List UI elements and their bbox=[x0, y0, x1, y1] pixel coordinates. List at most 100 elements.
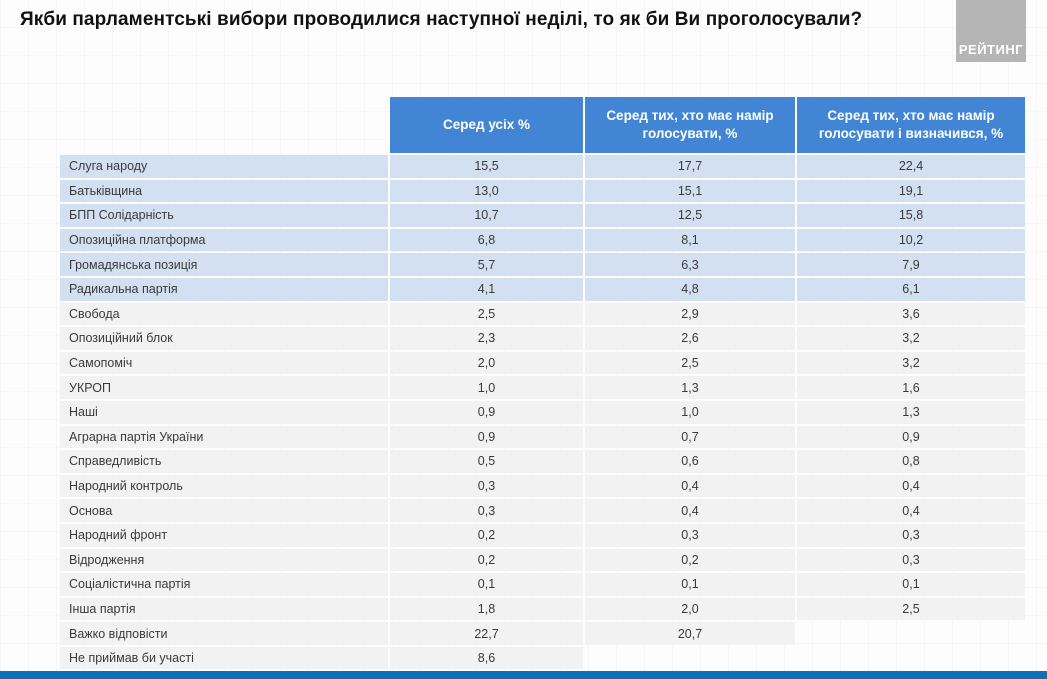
party-name-cell: Інша партія bbox=[60, 597, 388, 621]
value-cell-among-all: 0,2 bbox=[390, 523, 583, 547]
value-cell-intend-to-vote: 4,8 bbox=[585, 277, 795, 301]
value-cell-intend-and-decided: 0,9 bbox=[797, 425, 1025, 449]
value-cell-among-all: 15,5 bbox=[390, 155, 583, 178]
value-cell-intend-and-decided: 3,6 bbox=[797, 302, 1025, 326]
rating-logo: РЕЙТИНГ bbox=[956, 0, 1026, 62]
value-cell-among-all: 0,5 bbox=[390, 450, 583, 473]
table-row: Народний контроль 0,3 0,4 0,4 bbox=[60, 474, 1025, 498]
party-name-cell: Опозиційна платформа bbox=[60, 228, 388, 252]
table-row: Важко відповісти 22,7 20,7 bbox=[60, 622, 1025, 645]
value-cell-intend-to-vote: 8,1 bbox=[585, 228, 795, 252]
value-cell-intend-and-decided: 1,6 bbox=[797, 376, 1025, 399]
value-cell-among-all: 1,8 bbox=[390, 597, 583, 621]
value-cell-among-all: 4,1 bbox=[390, 277, 583, 301]
value-cell-intend-to-vote: 20,7 bbox=[585, 622, 795, 645]
value-cell-among-all: 8,6 bbox=[390, 646, 583, 670]
table-row: Не приймав би участі 8,6 bbox=[60, 646, 1025, 670]
party-name-cell: Справедливість bbox=[60, 450, 388, 473]
party-name-cell: Опозиційний блок bbox=[60, 327, 388, 350]
value-cell-intend-and-decided: 7,9 bbox=[797, 253, 1025, 276]
value-cell-intend-to-vote: 0,1 bbox=[585, 573, 795, 596]
table-row: Соціалістична партія 0,1 0,1 0,1 bbox=[60, 573, 1025, 596]
value-cell-intend-and-decided: 22,4 bbox=[797, 155, 1025, 178]
value-cell-among-all: 0,9 bbox=[390, 425, 583, 449]
value-cell-intend-and-decided: 1,3 bbox=[797, 400, 1025, 424]
value-cell-among-all: 0,9 bbox=[390, 400, 583, 424]
value-cell-intend-to-vote: 15,1 bbox=[585, 179, 795, 203]
value-cell-intend-and-decided: 15,8 bbox=[797, 204, 1025, 227]
value-cell-intend-and-decided: 0,3 bbox=[797, 523, 1025, 547]
value-cell-among-all: 1,0 bbox=[390, 376, 583, 399]
value-cell-intend-to-vote: 2,0 bbox=[585, 597, 795, 621]
header-cell-among-all: Серед усіх % bbox=[390, 97, 583, 153]
poll-results-table: Серед усіх % Серед тих, хто має намір го… bbox=[60, 97, 1025, 671]
table-row: Відродження 0,2 0,2 0,3 bbox=[60, 548, 1025, 572]
party-name-cell: Важко відповісти bbox=[60, 622, 388, 645]
value-cell-intend-and-decided: 0,3 bbox=[797, 548, 1025, 572]
header-cell-party-blank bbox=[60, 97, 388, 153]
table-row: Наші 0,9 1,0 1,3 bbox=[60, 400, 1025, 424]
party-name-cell: Батьківщина bbox=[60, 179, 388, 203]
table-body: Слуга народу 15,5 17,7 22,4 Батьківщина 13,0 1… bbox=[60, 155, 1025, 670]
table-row: Справедливість 0,5 0,6 0,8 bbox=[60, 450, 1025, 473]
value-cell-intend-and-decided: 0,4 bbox=[797, 474, 1025, 498]
value-cell-intend-to-vote: 6,3 bbox=[585, 253, 795, 276]
value-cell-among-all: 0,1 bbox=[390, 573, 583, 596]
table-row: Опозиційний блок 2,3 2,6 3,2 bbox=[60, 327, 1025, 350]
value-cell-intend-and-decided: 2,5 bbox=[797, 597, 1025, 621]
value-cell-intend-to-vote: 1,0 bbox=[585, 400, 795, 424]
value-cell-intend-to-vote: 1,3 bbox=[585, 376, 795, 399]
value-cell-intend-to-vote: 2,5 bbox=[585, 351, 795, 375]
value-cell-intend-to-vote: 0,2 bbox=[585, 548, 795, 572]
value-cell-intend-and-decided: 10,2 bbox=[797, 228, 1025, 252]
value-cell-among-all: 2,3 bbox=[390, 327, 583, 350]
value-cell-intend-and-decided: 3,2 bbox=[797, 351, 1025, 375]
page-title: Якби парламентські вибори проводилися на… bbox=[20, 9, 863, 30]
value-cell-intend-and-decided: 3,2 bbox=[797, 327, 1025, 350]
table-row: Аграрна партія України 0,9 0,7 0,9 bbox=[60, 425, 1025, 449]
value-cell-intend-and-decided bbox=[797, 622, 1025, 645]
value-cell-intend-to-vote: 0,3 bbox=[585, 523, 795, 547]
table-row: Батьківщина 13,0 15,1 19,1 bbox=[60, 179, 1025, 203]
party-name-cell: Слуга народу bbox=[60, 155, 388, 178]
value-cell-intend-to-vote: 0,6 bbox=[585, 450, 795, 473]
table-row: УКРОП 1,0 1,3 1,6 bbox=[60, 376, 1025, 399]
rating-logo-text: РЕЙТИНГ bbox=[958, 42, 1024, 57]
value-cell-intend-and-decided: 0,1 bbox=[797, 573, 1025, 596]
table-row: БПП Солідарність 10,7 12,5 15,8 bbox=[60, 204, 1025, 227]
table-row: Основа 0,3 0,4 0,4 bbox=[60, 499, 1025, 522]
header-cell-intend-and-decided: Серед тих, хто має намір голосувати і ви… bbox=[797, 97, 1025, 153]
value-cell-among-all: 6,8 bbox=[390, 228, 583, 252]
party-name-cell: Аграрна партія України bbox=[60, 425, 388, 449]
value-cell-intend-to-vote: 0,4 bbox=[585, 499, 795, 522]
value-cell-intend-and-decided: 19,1 bbox=[797, 179, 1025, 203]
value-cell-intend-to-vote: 2,9 bbox=[585, 302, 795, 326]
value-cell-among-all: 10,7 bbox=[390, 204, 583, 227]
table-header-row: Серед усіх % Серед тих, хто має намір го… bbox=[60, 97, 1025, 153]
value-cell-intend-to-vote: 0,7 bbox=[585, 425, 795, 449]
value-cell-intend-and-decided bbox=[797, 647, 1025, 670]
party-name-cell: УКРОП bbox=[60, 376, 388, 399]
value-cell-among-all: 2,5 bbox=[390, 302, 583, 326]
value-cell-intend-to-vote: 0,4 bbox=[585, 474, 795, 498]
value-cell-among-all: 13,0 bbox=[390, 179, 583, 203]
table-row: Народний фронт 0,2 0,3 0,3 bbox=[60, 523, 1025, 547]
value-cell-intend-to-vote: 12,5 bbox=[585, 204, 795, 227]
table-row: Самопоміч 2,0 2,5 3,2 bbox=[60, 351, 1025, 375]
value-cell-among-all: 0,3 bbox=[390, 499, 583, 522]
value-cell-among-all: 5,7 bbox=[390, 253, 583, 276]
table-row: Слуга народу 15,5 17,7 22,4 bbox=[60, 155, 1025, 178]
value-cell-intend-to-vote: 17,7 bbox=[585, 155, 795, 178]
bottom-accent-bar bbox=[0, 671, 1047, 679]
party-name-cell: Наші bbox=[60, 400, 388, 424]
table-row: Свобода 2,5 2,9 3,6 bbox=[60, 302, 1025, 326]
value-cell-among-all: 2,0 bbox=[390, 351, 583, 375]
table-row: Громадянська позиція 5,7 6,3 7,9 bbox=[60, 253, 1025, 276]
party-name-cell: Народний фронт bbox=[60, 523, 388, 547]
value-cell-among-all: 22,7 bbox=[390, 622, 583, 645]
table-row: Опозиційна платформа 6,8 8,1 10,2 bbox=[60, 228, 1025, 252]
party-name-cell: Не приймав би участі bbox=[60, 646, 388, 670]
party-name-cell: БПП Солідарність bbox=[60, 204, 388, 227]
value-cell-intend-to-vote bbox=[585, 647, 795, 670]
value-cell-intend-and-decided: 0,8 bbox=[797, 450, 1025, 473]
